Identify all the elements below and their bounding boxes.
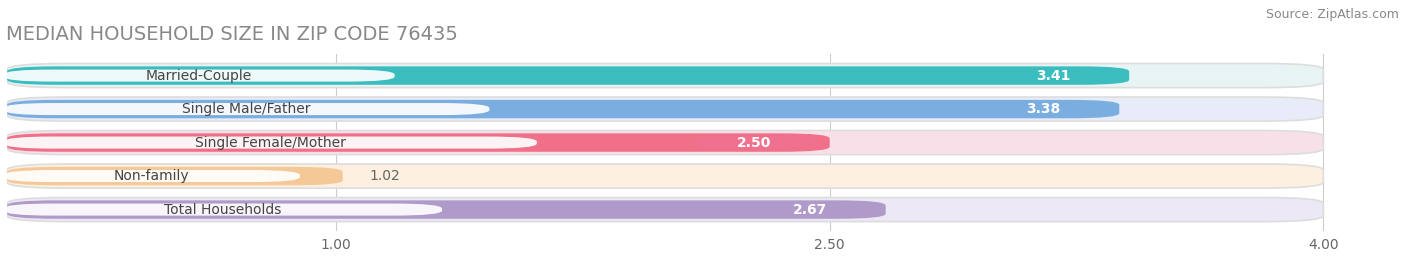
Text: Source: ZipAtlas.com: Source: ZipAtlas.com [1265,8,1399,21]
Text: 2.50: 2.50 [737,136,772,150]
FancyBboxPatch shape [7,164,1323,188]
Text: Single Male/Father: Single Male/Father [183,102,311,116]
Text: 3.41: 3.41 [1036,69,1070,83]
FancyBboxPatch shape [7,130,1323,155]
FancyBboxPatch shape [748,204,873,215]
FancyBboxPatch shape [4,103,489,115]
FancyBboxPatch shape [7,97,1323,121]
FancyBboxPatch shape [692,137,817,148]
FancyBboxPatch shape [7,133,830,152]
FancyBboxPatch shape [7,197,1323,222]
FancyBboxPatch shape [7,100,1119,118]
FancyBboxPatch shape [4,170,299,182]
FancyBboxPatch shape [4,70,395,82]
Text: Non-family: Non-family [114,169,190,183]
FancyBboxPatch shape [7,167,343,185]
FancyBboxPatch shape [4,204,441,215]
FancyBboxPatch shape [991,70,1116,82]
FancyBboxPatch shape [7,66,1129,85]
FancyBboxPatch shape [981,103,1107,115]
Text: Married-Couple: Married-Couple [146,69,252,83]
Text: MEDIAN HOUSEHOLD SIZE IN ZIP CODE 76435: MEDIAN HOUSEHOLD SIZE IN ZIP CODE 76435 [6,25,457,44]
FancyBboxPatch shape [4,137,537,148]
Text: Single Female/Mother: Single Female/Mother [195,136,346,150]
Text: 2.67: 2.67 [793,203,827,217]
FancyBboxPatch shape [7,63,1323,88]
Text: Total Households: Total Households [165,203,281,217]
Text: 3.38: 3.38 [1026,102,1060,116]
FancyBboxPatch shape [7,200,886,219]
Text: 1.02: 1.02 [368,169,399,183]
